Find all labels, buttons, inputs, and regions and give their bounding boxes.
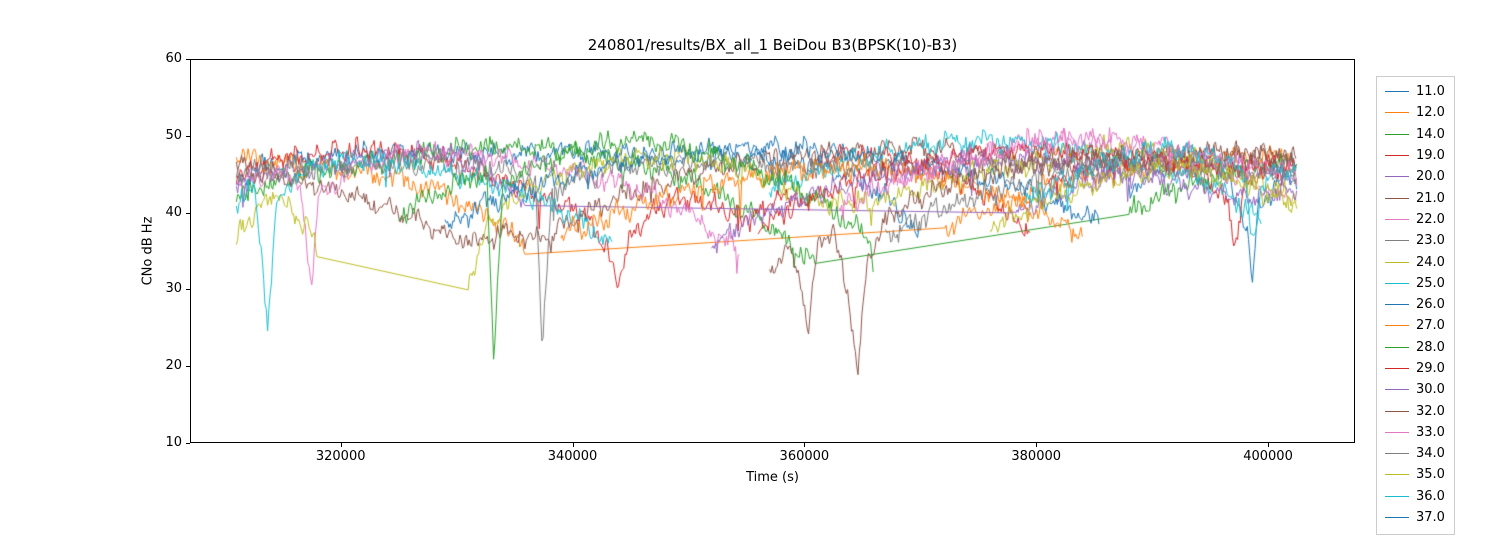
legend-line-swatch <box>1385 112 1409 114</box>
legend-line-swatch <box>1385 176 1409 178</box>
legend-entry: 29.0 <box>1385 358 1445 379</box>
x-tick-label: 380000 <box>1011 449 1062 464</box>
legend-line-swatch <box>1385 282 1409 284</box>
legend-line-swatch <box>1385 389 1409 391</box>
legend-line-swatch <box>1385 133 1409 135</box>
x-tick-label: 360000 <box>779 449 830 464</box>
legend-line-swatch <box>1385 368 1409 369</box>
x-tick-label: 400000 <box>1243 449 1293 464</box>
legend-label: 23.0 <box>1416 233 1445 249</box>
legend-line-swatch <box>1385 218 1409 220</box>
legend-label: 33.0 <box>1416 424 1445 440</box>
legend-line-swatch <box>1385 474 1409 476</box>
legend-label: 21.0 <box>1416 190 1445 206</box>
y-tick-mark <box>186 59 190 60</box>
legend-label: 24.0 <box>1416 254 1445 270</box>
legend-label: 30.0 <box>1416 382 1445 398</box>
y-tick-mark <box>186 366 190 368</box>
y-tick-mark <box>186 289 190 291</box>
legend: 11.0 12.0 14.0 19.0 20.0 21.0 22.0 23.0 24.0 25.0… <box>1376 76 1455 535</box>
legend-entry: 12.0 <box>1385 102 1445 123</box>
plot-canvas <box>191 60 1354 442</box>
legend-label: 28.0 <box>1416 339 1445 355</box>
legend-label: 25.0 <box>1416 275 1445 291</box>
legend-line-swatch <box>1385 240 1409 242</box>
x-axis-label: Time (s) <box>746 470 799 485</box>
y-tick-mark <box>186 443 190 444</box>
legend-label: 11.0 <box>1416 84 1445 100</box>
legend-entry: 30.0 <box>1385 379 1445 400</box>
legend-line-swatch <box>1385 325 1409 327</box>
x-tick-label: 340000 <box>547 449 598 464</box>
legend-label: 35.0 <box>1416 467 1445 483</box>
y-tick-label: 60 <box>165 51 182 66</box>
legend-entry: 34.0 <box>1385 443 1445 464</box>
legend-entry: 27.0 <box>1385 315 1445 336</box>
legend-label: 29.0 <box>1416 361 1445 376</box>
legend-entry: 22.0 <box>1385 209 1445 230</box>
y-tick-label: 40 <box>165 204 182 220</box>
legend-label: 14.0 <box>1416 126 1445 142</box>
x-tick-mark <box>1036 443 1038 447</box>
legend-line-swatch <box>1385 517 1409 519</box>
legend-label: 20.0 <box>1416 169 1445 185</box>
legend-entry: 21.0 <box>1385 187 1445 208</box>
y-tick-label: 20 <box>165 358 182 374</box>
legend-label: 36.0 <box>1416 488 1445 504</box>
legend-label: 27.0 <box>1416 318 1445 334</box>
legend-entry: 32.0 <box>1385 400 1445 421</box>
y-tick-label: 30 <box>165 281 182 297</box>
legend-line-swatch <box>1385 261 1409 263</box>
legend-line-swatch <box>1385 304 1409 306</box>
legend-line-swatch <box>1385 346 1409 348</box>
legend-label: 37.0 <box>1416 510 1445 526</box>
legend-entry: 14.0 <box>1385 124 1445 145</box>
legend-label: 22.0 <box>1416 211 1445 227</box>
legend-line-swatch <box>1385 453 1409 455</box>
x-tick-mark <box>340 443 342 447</box>
legend-line-swatch <box>1385 410 1409 412</box>
legend-entry: 33.0 <box>1385 422 1445 443</box>
legend-label: 26.0 <box>1416 297 1445 313</box>
legend-label: 19.0 <box>1416 148 1445 164</box>
legend-line-swatch <box>1385 495 1409 497</box>
chart-title: 240801/results/BX_all_1 BeiDou B3(BPSK(1… <box>587 36 958 54</box>
legend-entry: 23.0 <box>1385 230 1445 251</box>
y-tick-label: 50 <box>165 127 182 143</box>
legend-entry: 28.0 <box>1385 337 1445 358</box>
x-tick-mark <box>1268 443 1270 447</box>
legend-entry: 11.0 <box>1385 81 1445 102</box>
legend-entry: 37.0 <box>1385 507 1445 528</box>
legend-entry: 36.0 <box>1385 486 1445 507</box>
x-tick-mark <box>804 443 806 447</box>
legend-entry: 20.0 <box>1385 166 1445 187</box>
legend-entry: 35.0 <box>1385 464 1445 485</box>
legend-entry: 19.0 <box>1385 145 1445 166</box>
y-axis-label: CNo dB Hz <box>140 216 156 286</box>
x-tick-label: 320000 <box>315 449 366 464</box>
legend-entry: 24.0 <box>1385 251 1445 272</box>
legend-label: 32.0 <box>1416 403 1445 419</box>
y-tick-label: 10 <box>165 435 182 450</box>
plot-area <box>190 59 1355 443</box>
figure: 240801/results/BX_all_1 BeiDou B3(BPSK(1… <box>140 36 1455 535</box>
y-tick-mark <box>186 212 190 214</box>
legend-line-swatch <box>1385 91 1409 93</box>
legend-entry: 25.0 <box>1385 273 1445 294</box>
y-tick-mark <box>186 135 190 137</box>
legend-entry: 26.0 <box>1385 294 1445 315</box>
legend-line-swatch <box>1385 197 1409 199</box>
legend-line-swatch <box>1385 431 1409 433</box>
x-tick-mark <box>572 443 574 447</box>
legend-label: 34.0 <box>1416 446 1445 462</box>
legend-line-swatch <box>1385 155 1409 157</box>
legend-label: 12.0 <box>1416 105 1445 121</box>
